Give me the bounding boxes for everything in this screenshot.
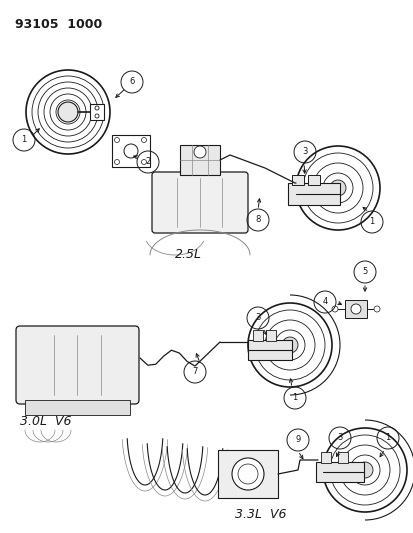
Text: 3: 3 bbox=[255, 313, 260, 322]
Bar bbox=[180, 145, 219, 175]
Circle shape bbox=[322, 173, 352, 203]
Circle shape bbox=[50, 94, 86, 130]
Circle shape bbox=[349, 455, 379, 485]
Circle shape bbox=[322, 428, 406, 512]
Circle shape bbox=[95, 114, 99, 118]
Bar bbox=[320, 452, 330, 463]
Text: 3: 3 bbox=[301, 148, 307, 157]
Circle shape bbox=[329, 435, 399, 505]
Bar bbox=[252, 330, 262, 341]
Text: 1: 1 bbox=[292, 393, 297, 402]
Circle shape bbox=[339, 445, 389, 495]
Circle shape bbox=[141, 159, 146, 165]
Circle shape bbox=[231, 458, 263, 490]
Text: 1: 1 bbox=[21, 135, 26, 144]
Bar bbox=[90, 104, 104, 120]
Bar bbox=[287, 183, 339, 205]
Circle shape bbox=[329, 180, 345, 196]
Circle shape bbox=[247, 303, 331, 387]
Circle shape bbox=[274, 330, 304, 360]
Bar bbox=[315, 462, 363, 482]
Text: 2.5L: 2.5L bbox=[175, 248, 202, 261]
Circle shape bbox=[350, 304, 360, 314]
Text: 1: 1 bbox=[385, 433, 390, 442]
Circle shape bbox=[44, 88, 92, 136]
Circle shape bbox=[141, 138, 146, 142]
Circle shape bbox=[295, 146, 379, 230]
FancyBboxPatch shape bbox=[16, 326, 139, 404]
Bar bbox=[291, 175, 303, 185]
Circle shape bbox=[114, 159, 119, 165]
Text: 6: 6 bbox=[129, 77, 134, 86]
Bar bbox=[307, 175, 319, 185]
Bar bbox=[25, 400, 130, 415]
Text: 2: 2 bbox=[145, 157, 150, 166]
Bar bbox=[266, 330, 275, 341]
Circle shape bbox=[124, 144, 138, 158]
Circle shape bbox=[331, 306, 337, 312]
Bar bbox=[247, 340, 291, 360]
Circle shape bbox=[281, 337, 297, 353]
Text: 7: 7 bbox=[192, 367, 197, 376]
Circle shape bbox=[312, 163, 362, 213]
Circle shape bbox=[114, 138, 119, 142]
Circle shape bbox=[237, 464, 257, 484]
Circle shape bbox=[56, 100, 80, 124]
Bar bbox=[337, 452, 347, 463]
Text: 1: 1 bbox=[368, 217, 374, 227]
Circle shape bbox=[38, 82, 98, 142]
Circle shape bbox=[356, 462, 372, 478]
Text: 3: 3 bbox=[337, 433, 342, 442]
Circle shape bbox=[302, 153, 372, 223]
Text: 4: 4 bbox=[322, 297, 327, 306]
Text: 5: 5 bbox=[361, 268, 367, 277]
Circle shape bbox=[373, 306, 379, 312]
Circle shape bbox=[32, 76, 104, 148]
Circle shape bbox=[264, 320, 314, 370]
Text: 8: 8 bbox=[255, 215, 260, 224]
Circle shape bbox=[26, 70, 110, 154]
Circle shape bbox=[194, 146, 206, 158]
Text: 93105  1000: 93105 1000 bbox=[15, 18, 102, 31]
Circle shape bbox=[254, 310, 324, 380]
Text: 9: 9 bbox=[294, 435, 300, 445]
Circle shape bbox=[58, 102, 78, 122]
FancyBboxPatch shape bbox=[152, 172, 247, 233]
Bar bbox=[344, 300, 366, 318]
Text: 3.3L  V6: 3.3L V6 bbox=[235, 508, 286, 521]
Bar bbox=[218, 450, 277, 498]
Bar bbox=[112, 135, 150, 167]
Circle shape bbox=[95, 106, 99, 110]
Text: 3.0L  V6: 3.0L V6 bbox=[20, 415, 71, 428]
